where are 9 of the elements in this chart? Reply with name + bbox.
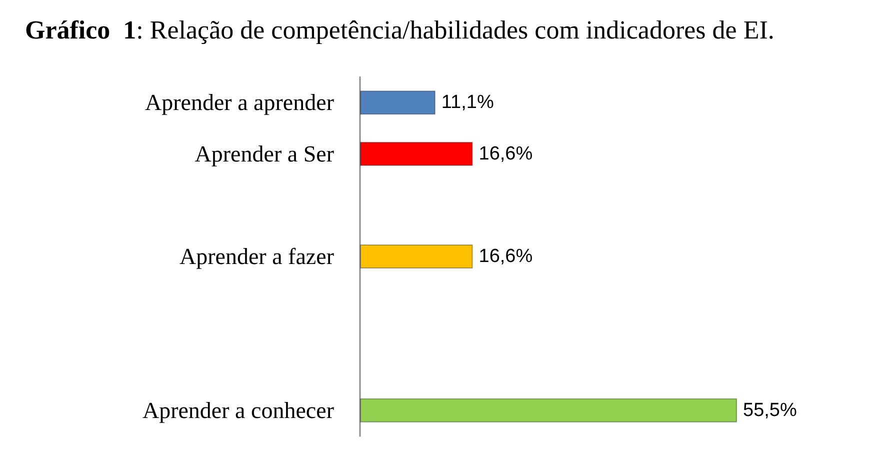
data-label: 11,1% xyxy=(441,92,494,114)
data-label: 16,6% xyxy=(478,246,533,267)
chart-title: Gráfico 1: Relação de competência/habilidades com indicadores de EI. xyxy=(25,16,774,44)
data-label: 16,6% xyxy=(478,143,533,164)
y-tick-label: Aprender a conhecer xyxy=(142,398,334,423)
y-tick-label: Aprender a aprender xyxy=(145,90,334,116)
data-label: 55,5% xyxy=(743,400,797,421)
y-tick-label: Aprender a fazer xyxy=(180,244,334,269)
y-tick-label: Aprender a Ser xyxy=(194,141,334,166)
